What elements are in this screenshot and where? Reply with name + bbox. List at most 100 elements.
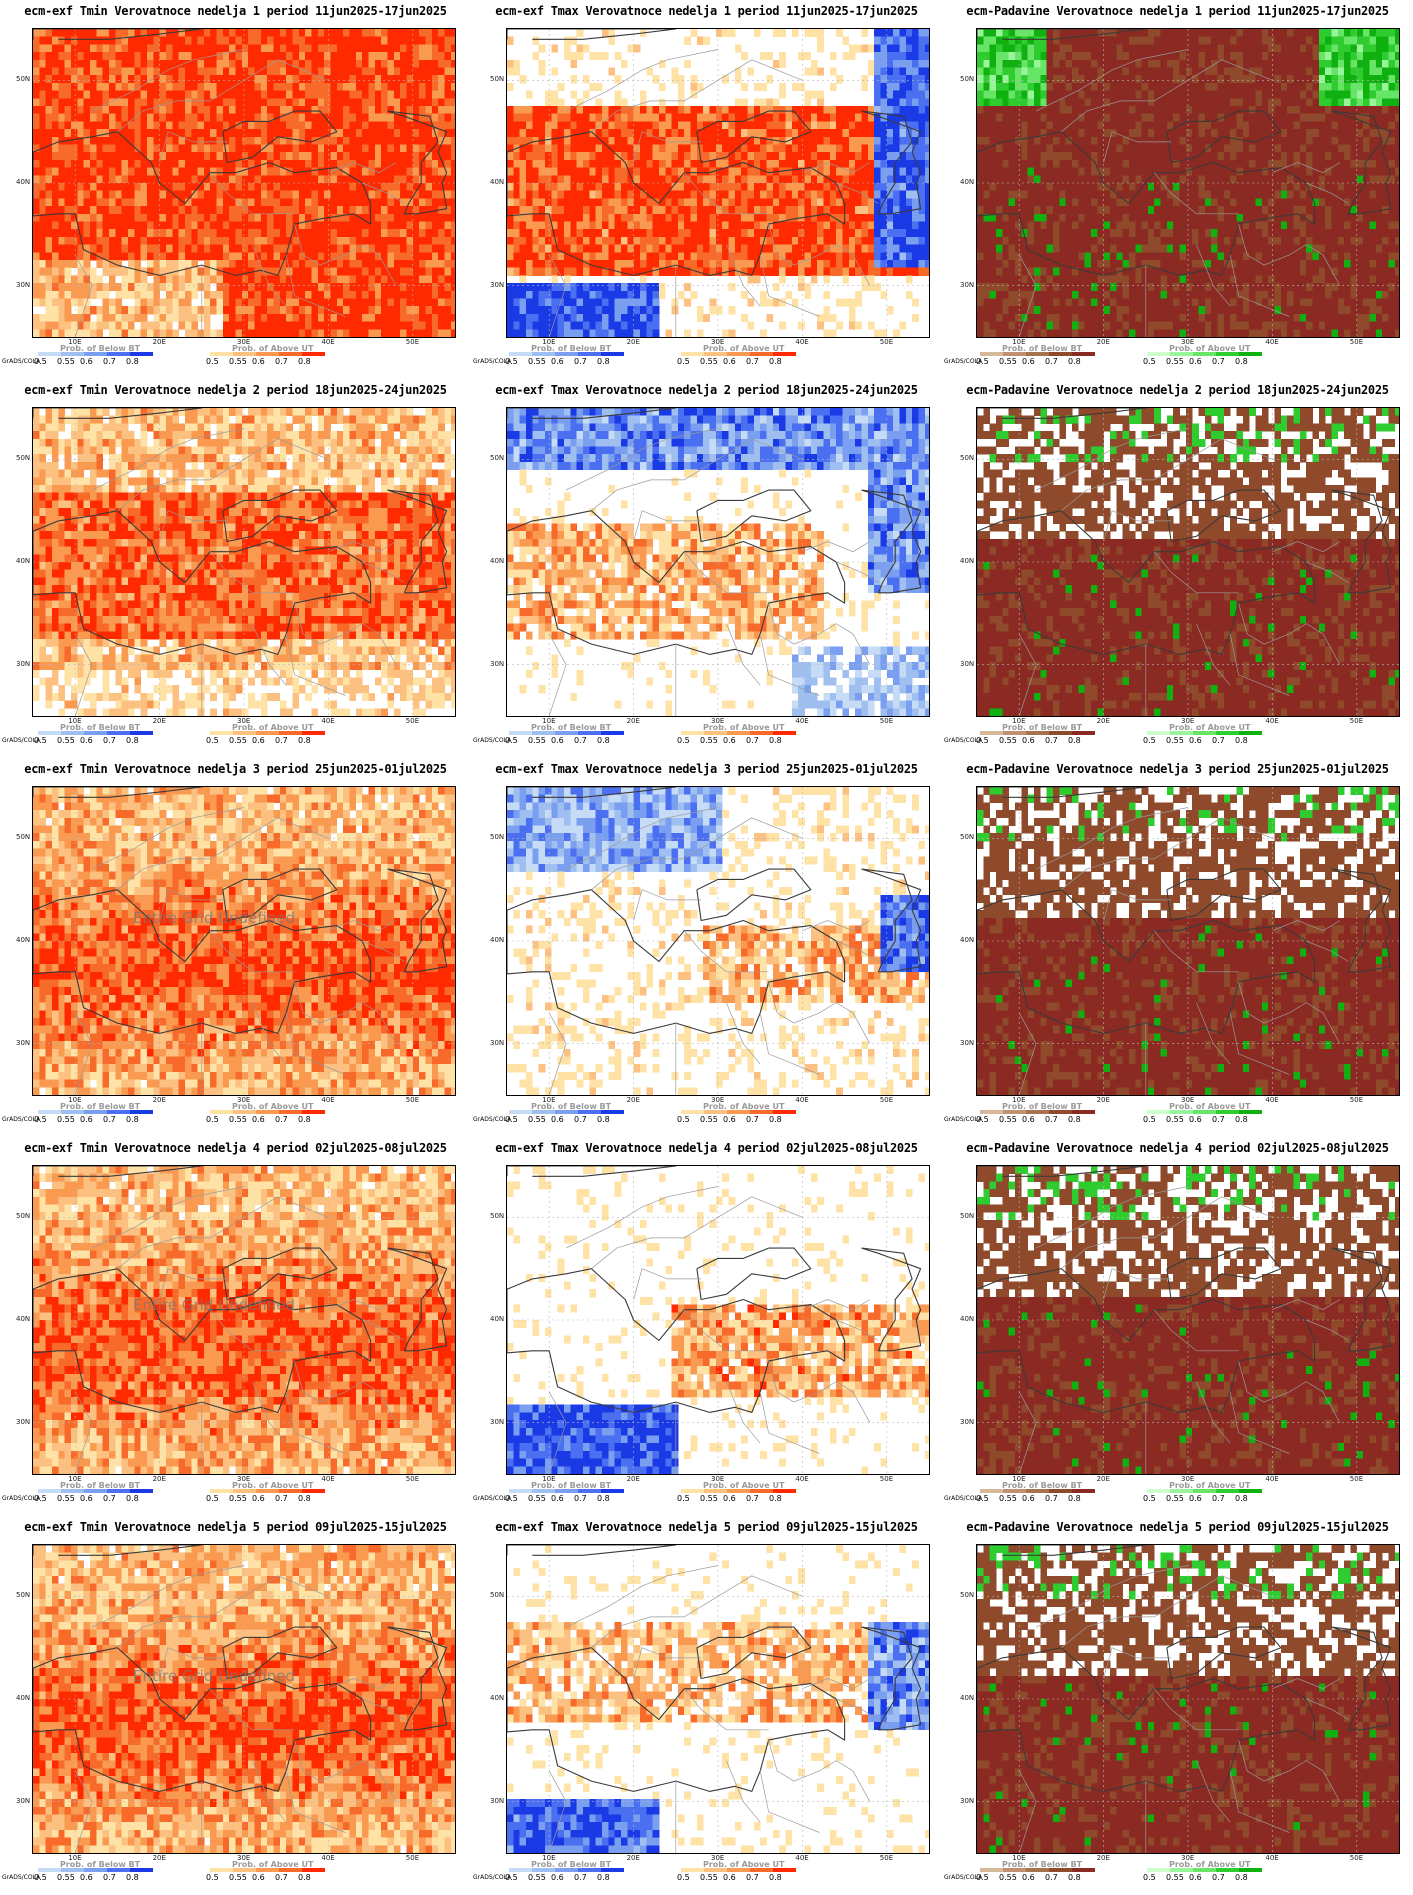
lon-label: 50E <box>880 1854 893 1862</box>
panel-title: ecm-exf Tmax Verovatnoce nedelja 2 perio… <box>475 383 938 397</box>
lon-label: 10E <box>542 1096 555 1104</box>
panel-title: ecm-Padavine Verovatnoce nedelja 5 perio… <box>946 1520 1409 1534</box>
legend-swatch <box>38 1868 61 1872</box>
legend-swatch <box>1193 1489 1216 1493</box>
map-panel: ecm-exf Tmin Verovatnoce nedelja 2 perio… <box>0 379 471 758</box>
legend-swatch <box>750 352 773 356</box>
color-legend: Prob. of Below BT 0.5 0.55 0.6 0.7 0.8 <box>505 723 639 745</box>
lat-label: 50N <box>490 833 504 841</box>
legend-swatch <box>302 1489 325 1493</box>
probability-map <box>33 1545 455 1853</box>
color-legend: Prob. of Above UT 0.5 0.55 0.6 0.7 0.8 <box>677 344 811 366</box>
lat-label: 30N <box>490 1418 504 1426</box>
legend-swatch <box>578 1110 601 1114</box>
legend-title: Prob. of Above UT <box>232 1481 313 1490</box>
credit-label: GrADS/COLA <box>473 1495 511 1502</box>
probability-map <box>507 787 929 1095</box>
legend-swatch <box>61 1489 84 1493</box>
legend-swatch <box>1003 352 1026 356</box>
legend-title: Prob. of Above UT <box>1169 344 1250 353</box>
legend-tick: 0.5 <box>505 1115 518 1124</box>
legend-tick: 0.8 <box>1235 1873 1248 1882</box>
legend-swatch <box>107 1489 130 1493</box>
legend-swatch <box>601 1110 624 1114</box>
lon-label: 20E <box>627 717 640 725</box>
legend-swatch <box>1026 1110 1049 1114</box>
legend-swatch <box>727 1110 750 1114</box>
legend-tick: 0.55 <box>57 1494 75 1503</box>
legend-tick: 0.55 <box>528 1873 546 1882</box>
legend-swatch <box>1216 1110 1239 1114</box>
legend-swatch <box>233 1110 256 1114</box>
color-legend: Prob. of Below BT 0.5 0.55 0.6 0.7 0.8 <box>976 723 1110 745</box>
legend-swatch <box>1239 731 1262 735</box>
lon-label: 50E <box>1350 717 1363 725</box>
legend-title: Prob. of Below BT <box>1002 1102 1082 1111</box>
lat-label: 50N <box>490 454 504 462</box>
legend-swatch <box>578 352 601 356</box>
legend-swatch <box>210 1868 233 1872</box>
lat-label: 50N <box>16 1212 30 1220</box>
legend-tick: 0.55 <box>229 1115 247 1124</box>
legend-tick: 0.8 <box>1068 357 1081 366</box>
legend-swatch <box>601 1868 624 1872</box>
map-panel: ecm-Padavine Verovatnoce nedelja 1 perio… <box>942 0 1413 379</box>
legend-tick: 0.8 <box>1068 1115 1081 1124</box>
lon-label: 40E <box>321 717 334 725</box>
legend-tick: 0.8 <box>769 1873 782 1882</box>
legend-tick: 0.7 <box>1045 1494 1058 1503</box>
legend-tick: 0.7 <box>103 1873 116 1882</box>
legend-tick: 0.55 <box>999 357 1017 366</box>
legend-swatch <box>61 731 84 735</box>
legend-title: Prob. of Below BT <box>60 1102 140 1111</box>
map-canvas <box>506 1165 930 1475</box>
map-canvas <box>976 1544 1400 1854</box>
legend-swatch <box>1026 1868 1049 1872</box>
lon-label: 30E <box>237 717 250 725</box>
legend-tick: 0.6 <box>1189 1873 1202 1882</box>
legend-swatch <box>727 1868 750 1872</box>
lat-label: 30N <box>490 660 504 668</box>
legend-swatch <box>578 1489 601 1493</box>
legend-tick: 0.6 <box>80 736 93 745</box>
probability-map <box>977 1166 1399 1474</box>
lon-label: 40E <box>795 1475 808 1483</box>
legend-swatch <box>532 1868 555 1872</box>
lon-label: 10E <box>542 717 555 725</box>
lat-label: 40N <box>490 1315 504 1323</box>
legend-swatch <box>279 731 302 735</box>
legend-swatch <box>1026 731 1049 735</box>
legend-tick: 0.55 <box>700 736 718 745</box>
lon-label: 10E <box>68 1475 81 1483</box>
lon-label: 20E <box>1097 1096 1110 1104</box>
legend-tick: 0.6 <box>723 1494 736 1503</box>
lat-label: 40N <box>960 936 974 944</box>
lon-label: 30E <box>1181 1854 1194 1862</box>
legend-tick: 0.7 <box>746 357 759 366</box>
legend-swatch <box>681 1110 704 1114</box>
color-legend: Prob. of Below BT 0.5 0.55 0.6 0.7 0.8 <box>505 1481 639 1503</box>
legend-tick: 0.8 <box>126 736 139 745</box>
legend-tick: 0.8 <box>126 1494 139 1503</box>
legend-title: Prob. of Below BT <box>60 1860 140 1869</box>
legend-swatch <box>980 1110 1003 1114</box>
legend-tick: 0.55 <box>999 1115 1017 1124</box>
legend-tick: 0.7 <box>275 736 288 745</box>
lon-label: 30E <box>237 1854 250 1862</box>
legend-swatch <box>61 352 84 356</box>
legend-swatch <box>773 1868 796 1872</box>
lon-label: 40E <box>321 1096 334 1104</box>
color-legend: Prob. of Above UT 0.5 0.55 0.6 0.7 0.8 <box>677 723 811 745</box>
lon-label: 10E <box>68 717 81 725</box>
legend-tick: 0.5 <box>677 736 690 745</box>
legend-tick: 0.7 <box>1212 1873 1225 1882</box>
map-panel: ecm-Padavine Verovatnoce nedelja 2 perio… <box>942 379 1413 758</box>
lon-label: 30E <box>711 338 724 346</box>
legend-swatch <box>773 352 796 356</box>
legend-swatch <box>509 731 532 735</box>
panel-title: ecm-exf Tmin Verovatnoce nedelja 1 perio… <box>4 4 467 18</box>
legend-swatch <box>1147 1110 1170 1114</box>
panel-title: ecm-exf Tmax Verovatnoce nedelja 1 perio… <box>475 4 938 18</box>
legend-tick: 0.55 <box>57 357 75 366</box>
legend-swatch <box>750 1110 773 1114</box>
